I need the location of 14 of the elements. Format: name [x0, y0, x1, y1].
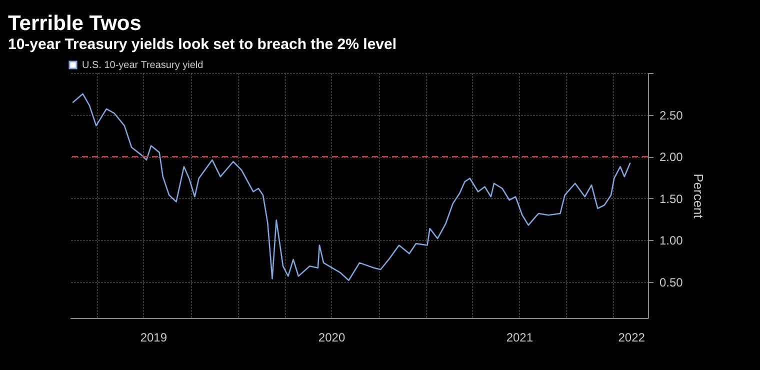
- chart-title: Terrible Twos: [8, 12, 142, 35]
- x-tick-label: 2021: [506, 330, 534, 344]
- y-tick-label: 0.50: [660, 276, 684, 290]
- y-axis-title: Percent: [690, 174, 706, 219]
- y-tick-label: 2.50: [660, 108, 684, 122]
- chart-subtitle: 10-year Treasury yields look set to breach the 2% level: [8, 36, 397, 53]
- x-tick-label: 2020: [318, 330, 346, 344]
- y-tick-label: 1.50: [660, 192, 684, 206]
- y-tick-label: 1.00: [660, 234, 684, 248]
- y-tick-label: 2.00: [660, 150, 684, 164]
- line-series: [72, 93, 631, 282]
- legend-label: U.S. 10-year Treasury yield: [82, 60, 204, 71]
- x-tick-label: 2019: [140, 330, 168, 344]
- x-tick-label: 2022: [618, 330, 646, 344]
